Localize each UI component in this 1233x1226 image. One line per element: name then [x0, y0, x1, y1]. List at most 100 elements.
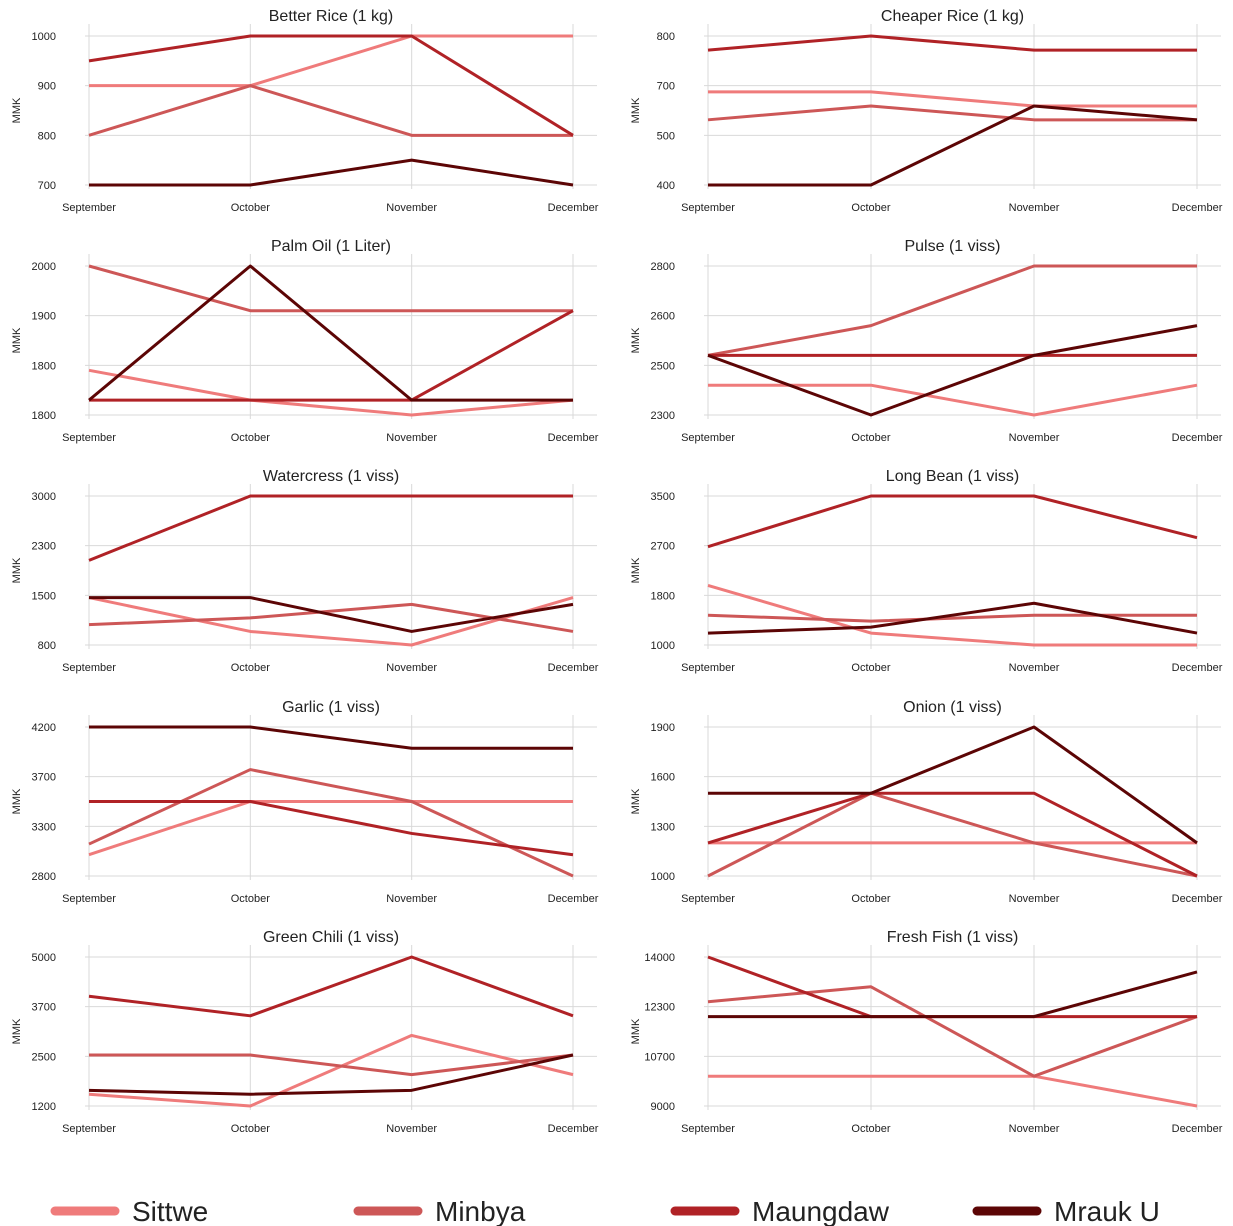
- chart-title: Pulse (1 viss): [904, 238, 1000, 255]
- y-tick-label: 900: [38, 81, 56, 93]
- series-line-minbya: [88, 264, 573, 313]
- y-tick-label: 5000: [32, 952, 56, 964]
- series-line-sittwe: [708, 1074, 1198, 1108]
- x-tick-label: December: [1172, 1123, 1223, 1135]
- series-line-mrauk-u: [89, 725, 573, 750]
- x-tick-label: November: [386, 1123, 437, 1135]
- legend-item-sittwe: Sittwe: [50, 1196, 208, 1226]
- x-tick-label: December: [548, 662, 599, 674]
- chart-watercress-1-viss: 800 1500 2300 3000 September October November D…: [11, 468, 599, 674]
- y-tick-label: 2300: [651, 410, 675, 422]
- legend-item-maungdaw: Maungdaw: [670, 1196, 890, 1226]
- y-tick-label: 500: [657, 130, 675, 142]
- series-line-mrauk-u: [708, 725, 1198, 845]
- y-axis-label: MMK: [630, 97, 642, 123]
- series-line-mrauk-u: [707, 601, 1198, 635]
- x-tick-label: December: [548, 1123, 599, 1135]
- x-tick-label: November: [1009, 662, 1060, 674]
- chart-panels: 700 800 900 1000 September October November Dec…: [11, 8, 1223, 1135]
- series-line-mrauk-u: [88, 1053, 574, 1096]
- series-line-maungdaw: [707, 494, 1198, 549]
- legend: Sittwe Minbya Maungdaw Mrauk U: [50, 1196, 1160, 1226]
- x-tick-label: December: [1172, 202, 1223, 214]
- y-tick-label: 1200: [32, 1101, 56, 1113]
- y-tick-label: 1800: [32, 410, 56, 422]
- series-line-minbya: [707, 985, 1198, 1078]
- y-tick-label: 3300: [32, 821, 56, 833]
- series-line-maungdaw: [88, 494, 573, 562]
- y-tick-label: 2700: [651, 541, 675, 553]
- chart-palm-oil-1-liter: 1800 1800 1900 2000 September October November…: [11, 238, 599, 444]
- x-tick-label: October: [851, 432, 890, 444]
- y-tick-label: 2500: [651, 360, 675, 372]
- legend-label: Mrauk U: [1054, 1196, 1160, 1226]
- y-tick-label: 400: [657, 180, 675, 192]
- y-tick-label: 1900: [32, 311, 56, 323]
- series-line-mrauk-u: [707, 324, 1198, 417]
- x-tick-label: November: [386, 893, 437, 905]
- chart-title: Cheaper Rice (1 kg): [881, 8, 1024, 25]
- y-tick-label: 10700: [644, 1051, 675, 1063]
- y-tick-label: 2000: [32, 261, 56, 273]
- chart-onion-1-viss: 1000 1300 1600 1900 September October November…: [630, 699, 1223, 905]
- y-tick-label: 1000: [651, 640, 675, 652]
- series-line-sittwe: [708, 90, 1197, 108]
- y-tick-label: 2800: [32, 871, 56, 883]
- y-tick-label: 700: [38, 180, 56, 192]
- legend-label: Minbya: [435, 1196, 526, 1226]
- x-tick-label: November: [386, 202, 437, 214]
- x-tick-label: October: [851, 893, 890, 905]
- x-tick-label: November: [1009, 893, 1060, 905]
- x-tick-label: October: [231, 893, 270, 905]
- x-tick-label: October: [851, 662, 890, 674]
- chart-pulse-1-viss: 2300 2500 2600 2800 September October November…: [630, 238, 1223, 444]
- y-axis-label: MMK: [11, 788, 23, 814]
- series-line-sittwe: [88, 1033, 574, 1108]
- y-tick-label: 2600: [651, 311, 675, 323]
- y-tick-label: 2800: [651, 261, 675, 273]
- y-tick-label: 1800: [32, 360, 56, 372]
- chart-title: Green Chili (1 viss): [263, 929, 399, 946]
- series-line-sittwe: [88, 368, 574, 417]
- chart-title: Palm Oil (1 Liter): [271, 238, 391, 255]
- y-axis-label: MMK: [630, 557, 642, 583]
- y-tick-label: 1800: [651, 590, 675, 602]
- y-tick-label: 800: [38, 640, 56, 652]
- x-tick-label: September: [62, 432, 116, 444]
- y-tick-label: 800: [657, 31, 675, 43]
- legend-item-minbya: Minbya: [353, 1196, 526, 1226]
- series-line-maungdaw: [707, 791, 1198, 878]
- y-axis-label: MMK: [630, 327, 642, 353]
- chart-fresh-fish-1-viss: 9000 10700 12300 14000 September October Novem…: [630, 929, 1223, 1135]
- x-tick-label: September: [62, 1123, 116, 1135]
- x-tick-label: October: [851, 202, 890, 214]
- y-axis-label: MMK: [630, 1018, 642, 1044]
- y-axis-label: MMK: [11, 327, 23, 353]
- chart-long-bean-1-viss: 1000 1800 2700 3500 September October November…: [630, 468, 1223, 674]
- y-tick-label: 1000: [651, 871, 675, 883]
- series-line-minbya: [707, 613, 1197, 623]
- series-line-maungdaw: [88, 34, 574, 137]
- y-tick-label: 1300: [651, 821, 675, 833]
- y-tick-label: 1900: [651, 722, 675, 734]
- series-line-sittwe: [88, 596, 574, 647]
- x-tick-label: December: [548, 432, 599, 444]
- y-tick-label: 1000: [32, 31, 56, 43]
- legend-label: Maungdaw: [752, 1196, 890, 1226]
- x-tick-label: September: [62, 662, 116, 674]
- y-tick-label: 3700: [32, 1002, 56, 1014]
- series-line-minbya: [707, 791, 1198, 878]
- series-line-minbya: [89, 1053, 574, 1077]
- y-tick-label: 14000: [644, 952, 675, 964]
- x-tick-label: November: [1009, 432, 1060, 444]
- chart-title: Better Rice (1 kg): [269, 8, 393, 25]
- x-tick-label: September: [62, 202, 116, 214]
- y-axis-label: MMK: [11, 1018, 23, 1044]
- x-tick-label: December: [548, 893, 599, 905]
- chart-title: Onion (1 viss): [903, 699, 1002, 716]
- y-tick-label: 700: [657, 81, 675, 93]
- series-line-maungdaw: [89, 309, 574, 402]
- y-tick-label: 9000: [651, 1101, 675, 1113]
- y-tick-label: 1600: [651, 772, 675, 784]
